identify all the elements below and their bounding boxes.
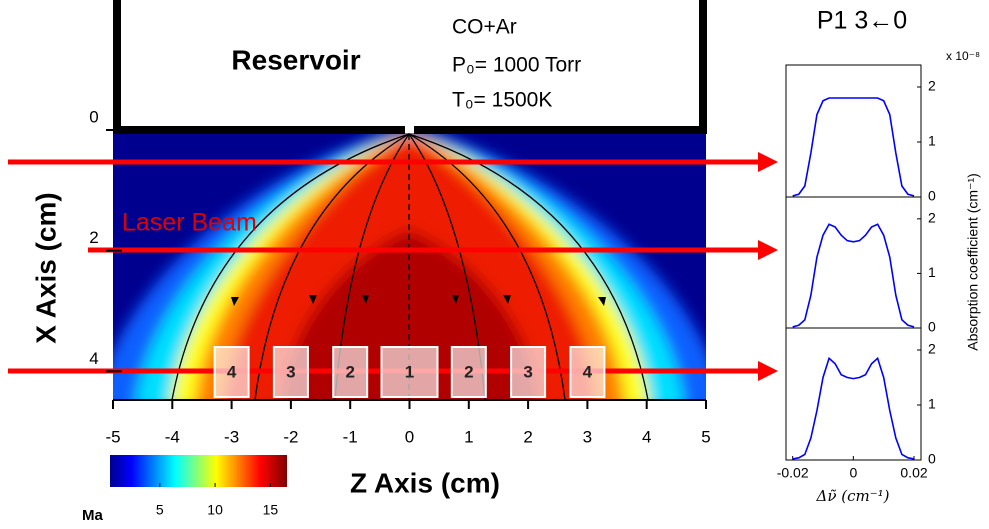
mach-field xyxy=(113,133,706,400)
probe-region xyxy=(510,346,547,398)
title: P1 3←0 xyxy=(817,7,907,35)
plot-frame xyxy=(785,196,922,329)
colorbar xyxy=(110,455,287,487)
y-exponent: x 10⁻⁸ xyxy=(946,49,980,63)
y-tick-label: 0 xyxy=(928,451,936,467)
absorption-line xyxy=(792,223,915,328)
reservoir-label: Reservoir xyxy=(231,44,360,75)
reservoir-walls xyxy=(113,0,707,134)
x-tick-label: -3 xyxy=(224,427,239,446)
y-tick-label: 2 xyxy=(89,228,98,247)
y-tick-label: 0 xyxy=(928,319,936,335)
probe-region-label: 4 xyxy=(583,362,593,381)
x-tick-label: 0.02 xyxy=(900,465,927,481)
beam-label: Laser Beam xyxy=(122,209,257,237)
probe-region xyxy=(450,346,487,398)
probe-region-label: 2 xyxy=(464,362,473,381)
probe-region xyxy=(272,346,309,398)
y-tick-label: 0 xyxy=(928,188,936,204)
probe-region-label: 3 xyxy=(523,362,532,381)
x-tick-label: 2 xyxy=(523,427,532,446)
probe-region-label: 1 xyxy=(405,362,414,381)
gas-label: CO+Ar xyxy=(452,16,517,39)
x-tick-label: -5 xyxy=(105,427,120,446)
probe-region xyxy=(213,346,250,398)
probe-region-label: 4 xyxy=(227,362,237,381)
x-tick-label: 0 xyxy=(849,465,857,481)
colorbar-label: Ma xyxy=(82,507,103,524)
x-tick-label: -1 xyxy=(343,427,358,446)
absorption-line xyxy=(792,97,915,197)
y-tick-label: 2 xyxy=(928,210,936,226)
y-tick-label: 0 xyxy=(89,107,98,126)
pressure-label: P₀= 1000 Torr xyxy=(452,54,581,77)
probe-region xyxy=(332,346,369,398)
probe-region-label: 3 xyxy=(286,362,295,381)
x-tick-label: 5 xyxy=(701,427,710,446)
plot-frame xyxy=(785,327,922,461)
probe-region-label: 2 xyxy=(345,362,354,381)
y-tick-label: 4 xyxy=(89,349,98,368)
probe-region xyxy=(380,346,439,398)
y-tick-label: 2 xyxy=(928,78,936,94)
x-tick-label: -0.02 xyxy=(777,465,809,481)
absorption-line xyxy=(792,356,915,460)
y-axis-label: Absorption coefficient (cm⁻¹) xyxy=(965,173,981,351)
y-tick-label: 2 xyxy=(928,341,936,357)
colorbar-tick-label: 10 xyxy=(207,502,223,518)
x-tick-label: -2 xyxy=(283,427,298,446)
y-axis-label: X Axis (cm) xyxy=(30,192,61,343)
x-tick-label: -4 xyxy=(165,427,180,446)
x-tick-label: 0 xyxy=(405,427,414,446)
y-tick-label: 1 xyxy=(928,396,936,412)
y-tick-label: 1 xyxy=(928,133,936,149)
x-tick-label: 4 xyxy=(642,427,651,446)
y-tick-label: 1 xyxy=(928,264,936,280)
probe-region xyxy=(569,346,606,398)
x-tick-label: 3 xyxy=(583,427,592,446)
colorbar-tick-label: 15 xyxy=(263,502,279,518)
x-axis-label: Δν̃ (cm⁻¹) xyxy=(816,487,890,505)
x-tick-label: 1 xyxy=(464,427,473,446)
colorbar-tick-label: 5 xyxy=(156,502,164,518)
x-axis-label: Z Axis (cm) xyxy=(350,467,500,498)
temperature-label: T₀= 1500K xyxy=(452,89,552,112)
